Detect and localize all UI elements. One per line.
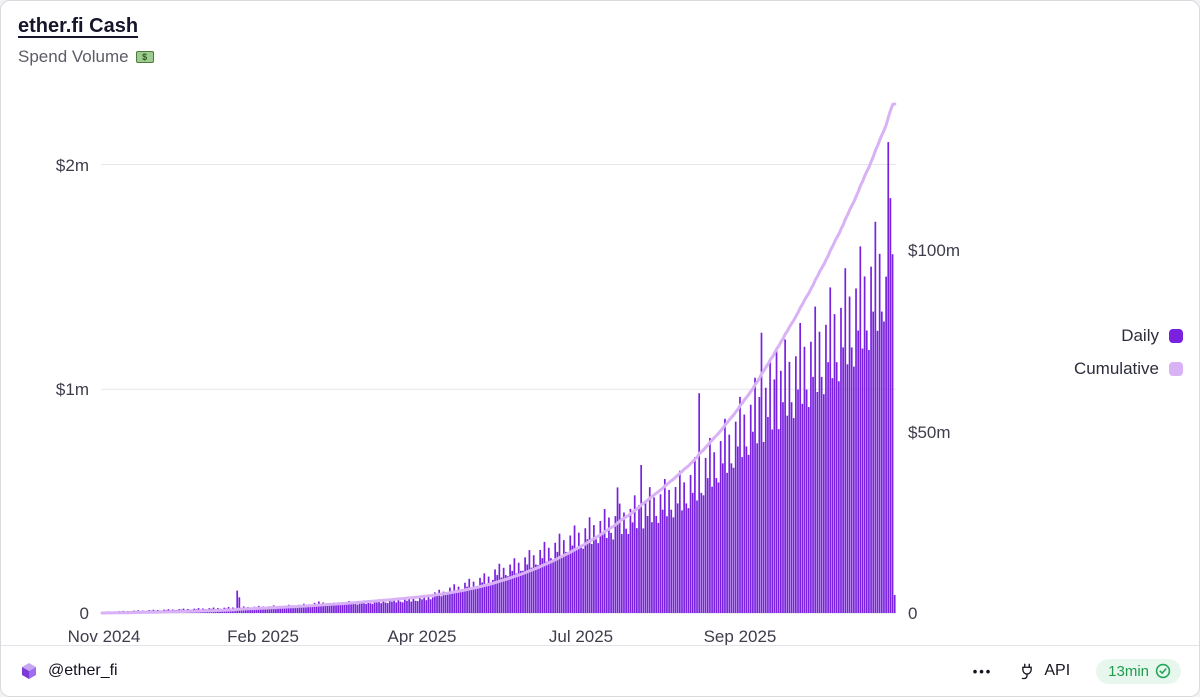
chart-subtitle: Spend Volume $ [18, 47, 154, 67]
x-axis: Nov 2024 Feb 2025 Apr 2025 Jul 2025 Sep … [68, 627, 777, 646]
daily-bars[interactable] [101, 142, 896, 614]
x-tick-nov-2024: Nov 2024 [68, 627, 141, 646]
api-label: API [1044, 662, 1071, 679]
left-tick-2m: $2m [56, 156, 89, 175]
left-axis: $2m $1m 0 [56, 156, 89, 623]
account-link[interactable]: @ether_fi [19, 661, 118, 681]
right-axis: $100m $50m 0 [908, 241, 960, 623]
money-banknote-icon: $ [135, 51, 154, 63]
daily-swatch [1169, 328, 1183, 343]
x-tick-apr-2025: Apr 2025 [388, 627, 457, 646]
left-tick-0: 0 [80, 604, 89, 623]
right-tick-100m: $100m [908, 241, 960, 260]
legend: Daily Cumulative [1074, 319, 1183, 385]
subtitle-text: Spend Volume [18, 47, 129, 66]
legend-label-cumulative: Cumulative [1073, 358, 1159, 378]
refresh-status-badge[interactable]: 13min [1096, 658, 1181, 684]
check-circle-icon [1155, 663, 1171, 679]
x-tick-sep-2025: Sep 2025 [704, 627, 777, 646]
legend-label-daily: Daily [1121, 325, 1159, 345]
footer: @ether_fi ••• API 13min [1, 645, 1199, 696]
cumulative-swatch [1169, 361, 1183, 376]
x-tick-feb-2025: Feb 2025 [227, 627, 299, 646]
right-tick-0: 0 [908, 604, 917, 623]
api-button[interactable]: API [1018, 662, 1070, 680]
account-handle: @ether_fi [48, 662, 118, 679]
left-tick-1m: $1m [56, 380, 89, 399]
x-tick-jul-2025: Jul 2025 [549, 627, 613, 646]
more-options-button[interactable]: ••• [972, 663, 993, 679]
etherfi-logo-icon [22, 663, 36, 679]
legend-item-cumulative[interactable]: Cumulative [1074, 352, 1183, 385]
chart-title-link[interactable]: ether.fi Cash [18, 15, 139, 37]
right-tick-50m: $50m [908, 423, 951, 442]
cumulative-line[interactable] [100, 102, 897, 615]
legend-item-daily[interactable]: Daily [1074, 319, 1183, 352]
plug-api-icon [1022, 663, 1033, 680]
footer-actions: ••• API 13min [972, 658, 1181, 684]
spend-volume-chart: $2m $1m 0 $100m $50m 0 Nov 2024 Feb 2025… [56, 102, 960, 646]
refresh-time-label: 13min [1108, 662, 1149, 680]
chart-header: ether.fi Cash Spend Volume $ [18, 15, 154, 67]
